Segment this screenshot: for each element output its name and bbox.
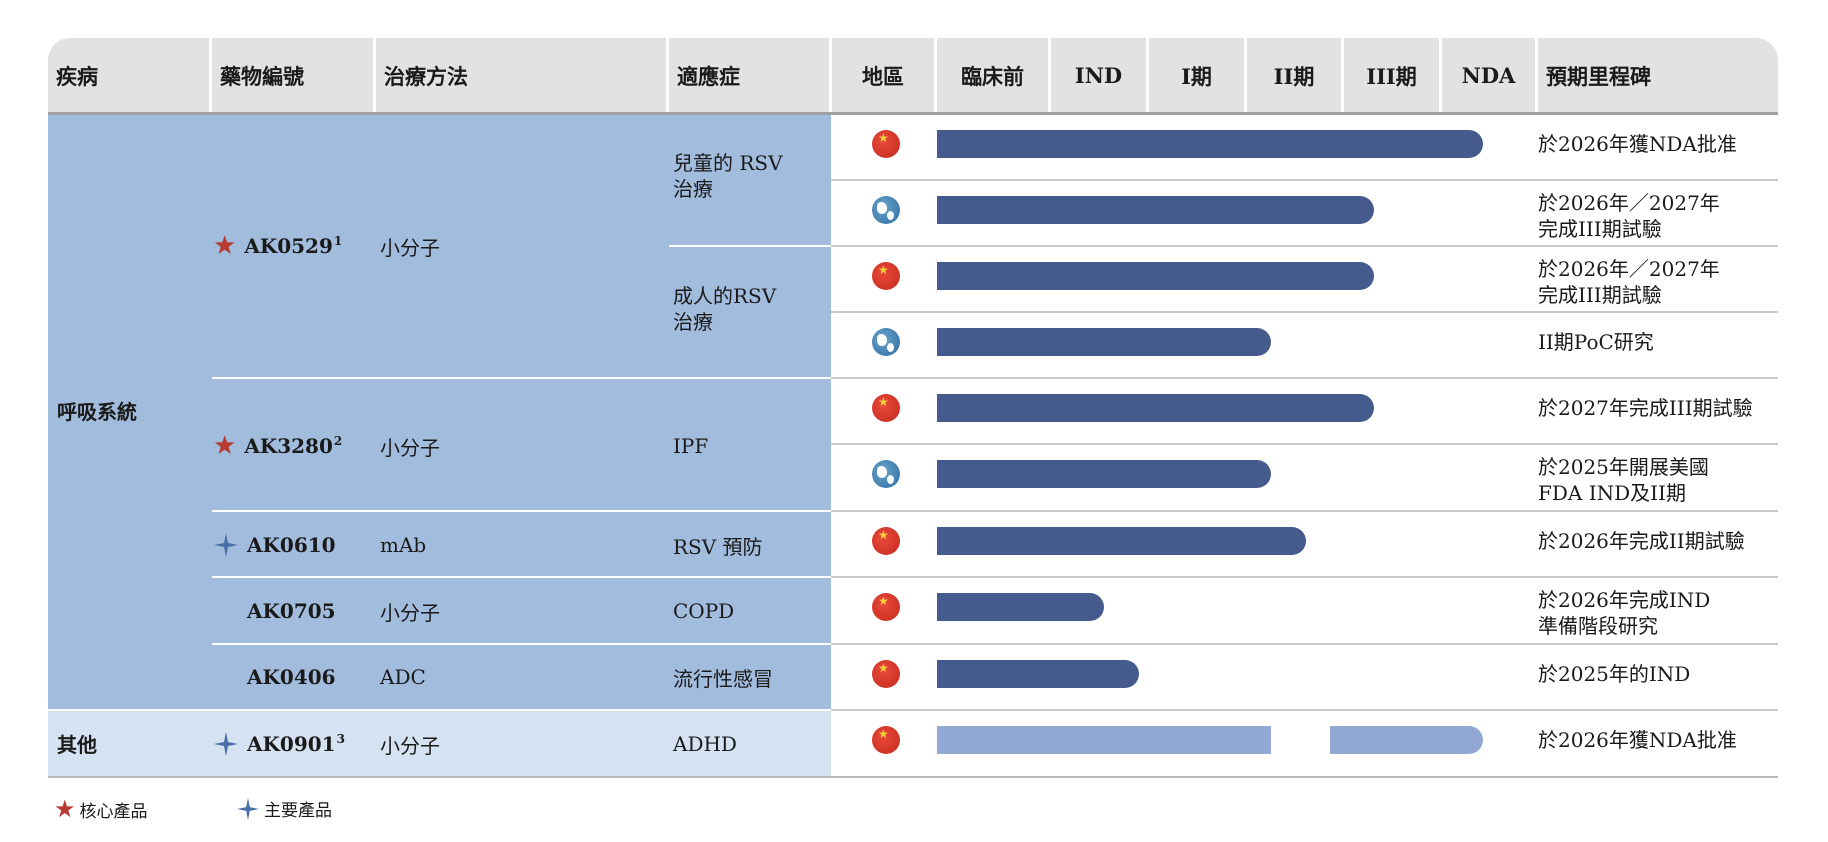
- divider: [831, 643, 1778, 645]
- other-section-bg: [48, 711, 831, 777]
- china-flag-icon: [872, 262, 900, 290]
- china-flag-icon: [872, 527, 900, 555]
- milestone-text: 於2026年／2027年 完成III期試驗: [1538, 191, 1720, 241]
- progress-bar: [937, 328, 1272, 356]
- drug-id: AK09013: [247, 732, 345, 756]
- drug-row-ak0529: ★ AK05291: [213, 231, 342, 261]
- header-indication: 適應症: [669, 38, 829, 113]
- divider: [831, 311, 1778, 313]
- drug-id: AK0705: [247, 599, 336, 623]
- china-flag-icon: [872, 593, 900, 621]
- drug-id: AK05291: [244, 234, 343, 258]
- indication-adult-rsv: 成人的RSV 治療: [673, 284, 777, 334]
- progress-bar: [937, 593, 1105, 621]
- milestone-text: 於2025年開展美國 FDA IND及II期: [1538, 455, 1709, 505]
- divider: [831, 709, 1778, 711]
- china-flag-icon: [872, 394, 900, 422]
- progress-bar: [937, 196, 1375, 224]
- core-product-star-icon: ★: [213, 231, 237, 261]
- divider: [212, 377, 831, 379]
- china-flag-icon: [872, 130, 900, 158]
- indication-ipf: IPF: [673, 434, 709, 458]
- divider: [212, 510, 831, 512]
- legend-key-label: 主要產品: [264, 801, 332, 821]
- progress-bar: [937, 660, 1139, 688]
- header-disease: 疾病: [48, 38, 209, 113]
- globe-icon: [872, 328, 900, 356]
- header-stage-3: II期: [1247, 38, 1341, 113]
- header-underline: [48, 112, 1778, 115]
- progress-bar: [937, 262, 1375, 290]
- milestone-text: 於2026年獲NDA批准: [1538, 132, 1737, 156]
- header-stage-2: I期: [1149, 38, 1244, 113]
- therapy-ak0529: 小分子: [380, 235, 440, 260]
- indication-rsv-prevention: RSV 預防: [673, 534, 763, 559]
- divider: [831, 245, 1778, 247]
- disease-other: 其他: [57, 732, 97, 757]
- divider: [831, 576, 1778, 578]
- progress-bar: [937, 726, 1272, 754]
- milestone-text: 於2027年完成III期試驗: [1538, 396, 1753, 420]
- divider: [48, 709, 831, 711]
- drug-row-ak3280: ★ AK32802: [213, 431, 342, 461]
- therapy-ak0610: mAb: [380, 533, 427, 557]
- milestone-text: 於2026年獲NDA批准: [1538, 728, 1737, 752]
- core-product-star-icon: ★: [54, 795, 76, 823]
- progress-bar: [937, 394, 1375, 422]
- globe-icon: [872, 460, 900, 488]
- china-flag-icon: [872, 660, 900, 688]
- disease-respiratory: 呼吸系統: [57, 399, 137, 424]
- legend-core-label: 核心產品: [79, 801, 148, 822]
- therapy-ak3280: 小分子: [380, 435, 440, 460]
- milestone-text: 於2026年／2027年 完成III期試驗: [1538, 257, 1720, 307]
- divider: [212, 643, 831, 645]
- indication-adhd: ADHD: [673, 732, 737, 756]
- key-product-sparkle-icon: [214, 732, 238, 756]
- header-drug-no: 藥物編號: [212, 38, 373, 113]
- drug-id: AK0610: [247, 533, 336, 557]
- header-therapy: 治療方法: [376, 38, 666, 113]
- header-milestone: 預期里程碑: [1538, 38, 1778, 113]
- header-region: 地區: [832, 38, 934, 113]
- drug-id: AK32802: [244, 434, 343, 458]
- header-stage-1: IND: [1051, 38, 1146, 113]
- divider: [212, 576, 831, 578]
- therapy-ak0406: ADC: [380, 665, 426, 689]
- drug-row-ak0901: AK09013: [213, 729, 345, 759]
- key-product-sparkle-icon: [214, 533, 238, 557]
- header-stage-4: III期: [1344, 38, 1439, 113]
- drug-id: AK0406: [247, 665, 336, 689]
- milestone-text: 於2025年的IND: [1538, 662, 1691, 686]
- drug-row-ak0610: AK0610: [213, 530, 336, 560]
- indication-flu: 流行性感冒: [673, 666, 773, 691]
- key-product-sparkle-icon: [236, 797, 260, 820]
- respiratory-section-bg: [48, 115, 831, 710]
- divider: [831, 443, 1778, 445]
- progress-bar: [1330, 726, 1483, 754]
- divider: [48, 776, 1778, 778]
- divider: [669, 245, 831, 247]
- globe-icon: [872, 196, 900, 224]
- milestone-text: 於2026年完成II期試驗: [1538, 529, 1745, 553]
- legend-core: ★ 核心產品: [54, 796, 148, 822]
- milestone-text: II期PoC研究: [1538, 330, 1654, 354]
- progress-bar: [937, 527, 1306, 555]
- header-stage-0: 臨床前: [937, 38, 1048, 113]
- drug-row-ak0705: AK0705: [247, 596, 336, 626]
- drug-row-ak0406: AK0406: [247, 662, 336, 692]
- indication-child-rsv: 兒童的 RSV 治療: [673, 151, 783, 201]
- divider: [831, 179, 1778, 181]
- progress-bar: [937, 130, 1483, 158]
- indication-copd: COPD: [673, 599, 735, 623]
- milestone-text: 於2026年完成IND 準備階段研究: [1538, 588, 1711, 638]
- core-product-star-icon: ★: [213, 431, 237, 461]
- progress-bar: [937, 460, 1272, 488]
- divider: [831, 377, 1778, 379]
- therapy-ak0705: 小分子: [380, 600, 440, 625]
- legend-key: 主要產品: [236, 796, 332, 821]
- china-flag-icon: [872, 726, 900, 754]
- therapy-ak0901: 小分子: [380, 733, 440, 758]
- header-stage-5: NDA: [1442, 38, 1535, 113]
- divider: [831, 510, 1778, 512]
